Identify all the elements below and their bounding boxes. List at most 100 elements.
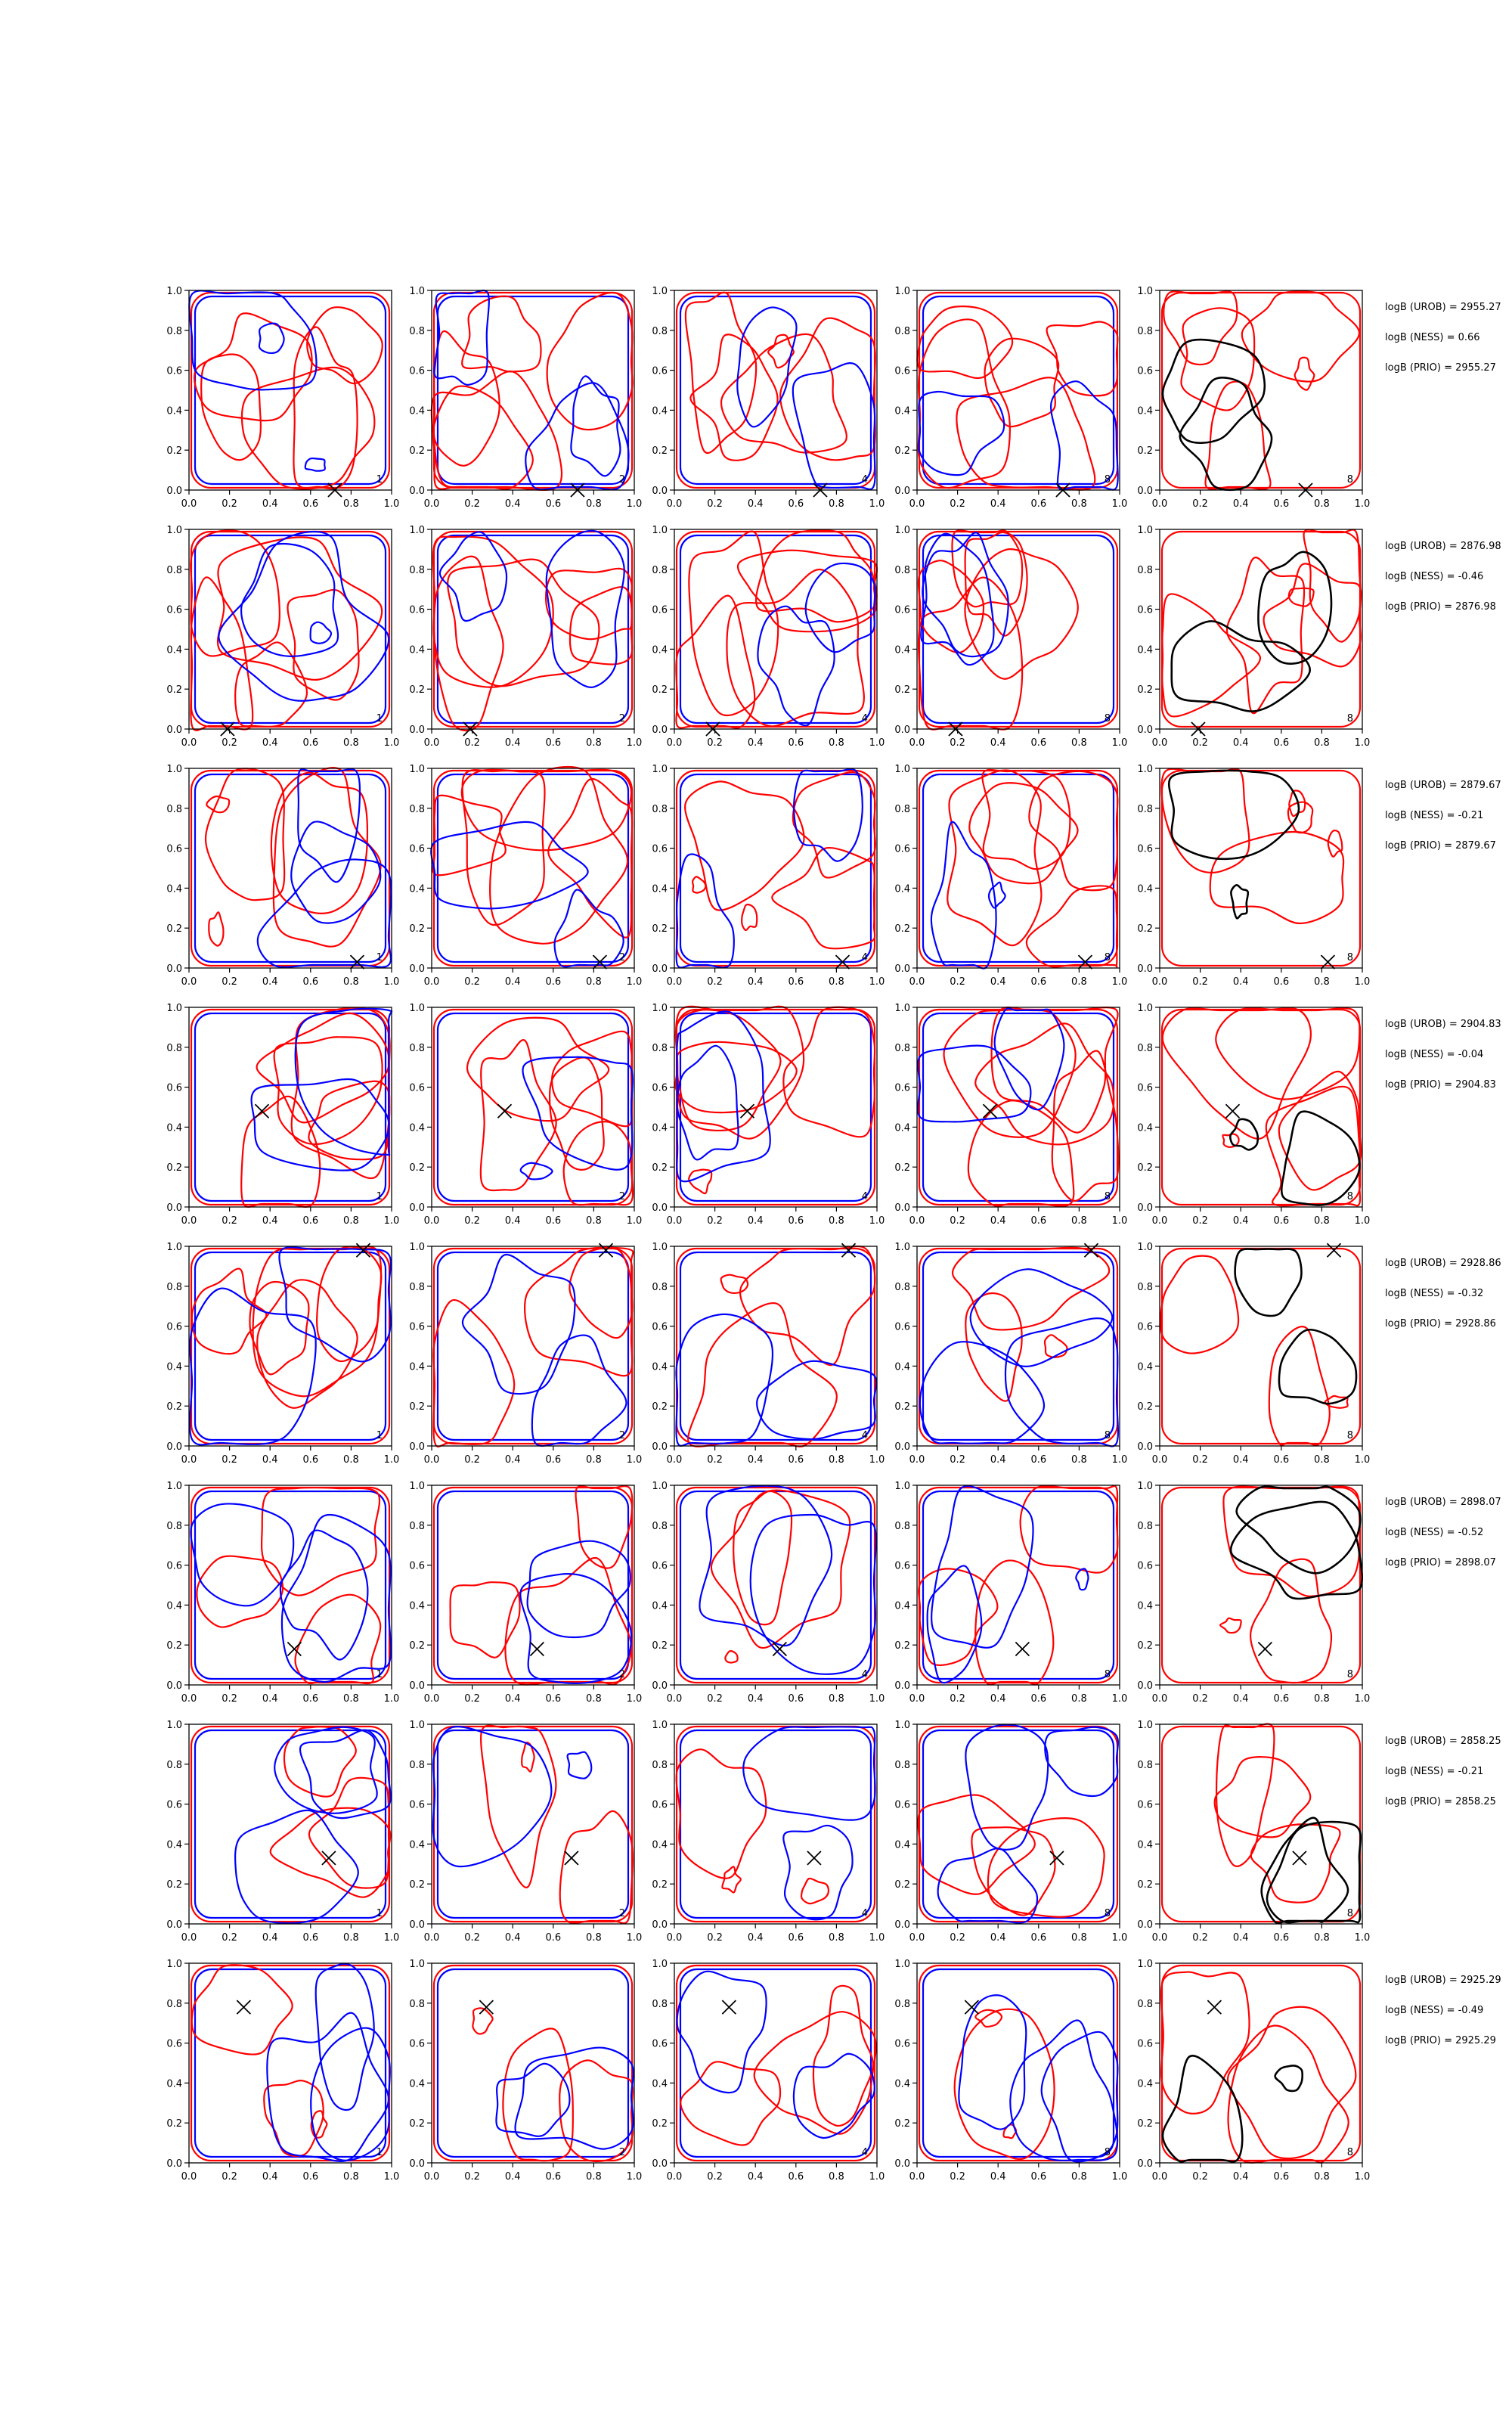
y-tick-label: 0.2 xyxy=(166,1162,182,1174)
contour-red xyxy=(987,1817,1105,1918)
outer-contour-red xyxy=(675,769,876,967)
y-tick-label: 0.4 xyxy=(1137,1122,1153,1134)
x-tick-label: 0.8 xyxy=(1314,1932,1330,1944)
y-tick-label: 0.8 xyxy=(1137,1999,1153,2010)
contour-red xyxy=(472,2007,494,2035)
x-tick-label: 0.6 xyxy=(1030,1932,1046,1944)
y-tick-label: 0.4 xyxy=(166,1600,182,1612)
y-tick-label: 1.0 xyxy=(166,1003,182,1014)
contour-blue xyxy=(937,1848,1039,1924)
x-marker xyxy=(529,1641,544,1657)
outer-contour-blue xyxy=(679,534,872,724)
contour-black xyxy=(1229,1118,1259,1151)
contour-blue xyxy=(918,390,1005,476)
x-tick-label: 0.0 xyxy=(909,498,925,510)
row-6-stat-3: logB (PRIO) = 2898.07 xyxy=(1385,1557,1496,1568)
contour-red xyxy=(1287,801,1314,834)
panel-level-label: 8 xyxy=(1105,474,1111,486)
x-tick-label: 0.6 xyxy=(1273,737,1289,749)
x-tick-label: 0.4 xyxy=(748,498,764,510)
outer-contour-red xyxy=(190,1964,391,2162)
contour-red xyxy=(1222,1133,1240,1148)
contour-red xyxy=(792,771,876,879)
contour-red xyxy=(316,1246,383,1363)
x-marker xyxy=(1225,1103,1241,1118)
contour-black xyxy=(1235,1485,1362,1575)
x-tick-label: 0.2 xyxy=(1192,1215,1208,1227)
y-tick-label: 0.6 xyxy=(894,1322,910,1333)
contour-blue xyxy=(782,1824,854,1921)
panel-r4-c4: 0.00.0 0.2 0.2 0.4 0.4 0.6 0.6 0.8 0.8 1.0 1.0 8 xyxy=(894,1003,1127,1227)
contour-red xyxy=(1241,290,1361,383)
outer-contour-red xyxy=(1160,769,1362,967)
y-tick-label: 1.0 xyxy=(166,1481,182,1492)
axes-frame xyxy=(916,290,1120,491)
panel-r8-c3: 0.00.0 0.2 0.2 0.4 0.4 0.6 0.6 0.8 0.8 1.0 1.0 4 xyxy=(652,1959,885,2183)
panel-r5-c2: 0.00.0 0.2 0.2 0.4 0.4 0.6 0.6 0.8 0.8 1.0 1.0 2 xyxy=(409,1242,642,1466)
y-tick-label: 1.0 xyxy=(166,764,182,775)
x-tick-label: 0.0 xyxy=(667,1693,683,1705)
panel-r7-c4: 0.00.0 0.2 0.2 0.4 0.4 0.6 0.6 0.8 0.8 1.0 1.0 8 xyxy=(894,1720,1127,1944)
contour-blue xyxy=(756,1360,878,1441)
x-tick-label: 0.4 xyxy=(748,1693,764,1705)
x-tick-label: 0.8 xyxy=(1314,498,1330,510)
y-tick-label: 0.8 xyxy=(894,1521,910,1532)
contour-red xyxy=(800,1877,830,1905)
y-tick-label: 0.0 xyxy=(652,1680,668,1692)
x-tick-label: 0.2 xyxy=(1192,2171,1208,2183)
x-tick-label: 0.4 xyxy=(262,2171,278,2183)
contour-red xyxy=(290,1007,391,1180)
x-tick-label: 0.0 xyxy=(1152,737,1168,749)
contour-red xyxy=(489,765,629,945)
x-tick-label: 0.8 xyxy=(829,1693,844,1705)
contour-blue xyxy=(310,2027,391,2161)
x-tick-label: 0.8 xyxy=(1314,2171,1330,2183)
y-tick-label: 1.0 xyxy=(894,286,910,297)
contour-blue xyxy=(433,289,490,386)
contour-blue xyxy=(676,1010,771,1183)
y-tick-label: 0.6 xyxy=(166,366,182,377)
contour-red xyxy=(951,1246,1111,1331)
contour-blue xyxy=(804,562,876,653)
x-marker xyxy=(964,2000,979,2015)
y-tick-label: 0.4 xyxy=(894,405,910,417)
x-tick-label: 0.2 xyxy=(707,498,723,510)
row-7-stat-3: logB (PRIO) = 2858.25 xyxy=(1385,1796,1496,1807)
x-tick-label: 0.4 xyxy=(748,2171,764,2183)
y-tick-label: 0.2 xyxy=(1137,923,1153,935)
panel-r6-c5: 0.00.0 0.2 0.2 0.4 0.4 0.6 0.6 0.8 0.8 1.0 1.0 8 xyxy=(1137,1481,1370,1705)
contour-red xyxy=(771,847,876,950)
x-tick-label: 0.6 xyxy=(1030,498,1046,510)
panel-level-label: 8 xyxy=(1347,1908,1353,1919)
contour-red xyxy=(1051,1050,1120,1202)
panel-level-label: 2 xyxy=(619,474,625,486)
contour-blue xyxy=(675,1313,773,1447)
x-tick-label: 1.0 xyxy=(627,498,643,510)
y-tick-label: 0.8 xyxy=(652,1760,668,1771)
contour-red xyxy=(971,1826,1056,1916)
x-tick-label: 0.0 xyxy=(181,2171,197,2183)
contour-red xyxy=(547,778,634,939)
y-tick-label: 1.0 xyxy=(652,286,668,297)
contour-red xyxy=(1278,1070,1362,1191)
axes-frame xyxy=(674,1485,878,1686)
y-tick-label: 0.8 xyxy=(652,1521,668,1532)
x-tick-label: 0.4 xyxy=(748,1932,764,1944)
x-marker xyxy=(254,1103,270,1118)
x-tick-label: 0.2 xyxy=(464,1693,480,1705)
row-6-stat-2: logB (NESS) = -0.52 xyxy=(1385,1527,1483,1538)
outer-contour-red xyxy=(432,1964,634,2162)
contour-red xyxy=(1303,529,1362,643)
contour-red xyxy=(1294,356,1315,391)
y-tick-label: 0.2 xyxy=(894,923,910,935)
contour-red xyxy=(812,1984,874,2127)
contour-red xyxy=(544,567,634,641)
contour-red xyxy=(308,1080,391,1161)
y-tick-label: 0.0 xyxy=(1137,724,1153,736)
y-tick-label: 0.6 xyxy=(409,2039,425,2050)
contour-blue xyxy=(526,1540,631,1639)
x-tick-label: 0.4 xyxy=(1233,1215,1249,1227)
y-tick-label: 0.2 xyxy=(894,2118,910,2130)
y-tick-label: 0.2 xyxy=(652,1879,668,1891)
contour-black xyxy=(1260,1817,1349,1925)
